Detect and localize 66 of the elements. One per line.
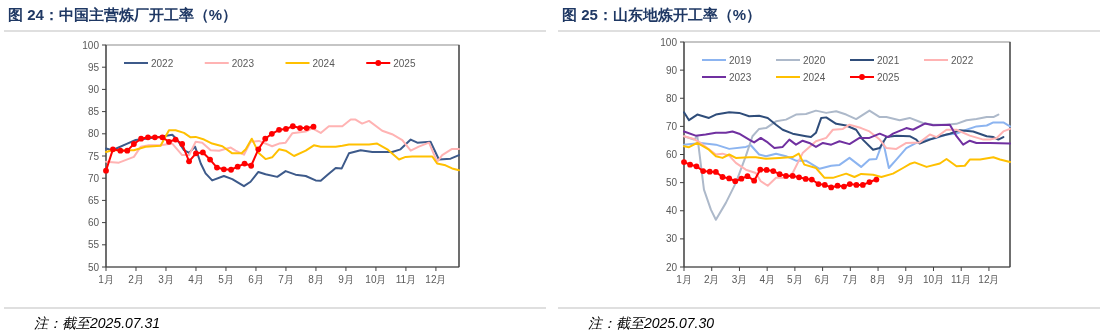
- legend-label: 2024: [312, 57, 336, 69]
- legend-label: 2023: [231, 57, 255, 69]
- x-tick-label: 11月: [395, 274, 417, 285]
- legend-label: 2019: [729, 54, 752, 66]
- x-tick-label: 5月: [218, 274, 234, 285]
- x-tick-label: 12月: [978, 274, 1000, 285]
- y-tick-label: 30: [665, 233, 678, 245]
- x-tick-label: 11月: [951, 274, 972, 285]
- x-tick-label: 10月: [365, 274, 387, 285]
- line-series: [683, 122, 1011, 150]
- x-tick-label: 5月: [787, 274, 803, 285]
- x-tick-label: 12月: [425, 274, 447, 285]
- x-tick-label: 3月: [158, 274, 174, 285]
- x-tick-label: 7月: [842, 274, 859, 285]
- chart-title: 图 24：中国主营炼厂开工率（%）: [8, 6, 238, 23]
- line-series: [105, 118, 460, 164]
- x-tick-label: 2月: [128, 274, 144, 285]
- x-tick-label: 9月: [338, 274, 354, 285]
- line-series: [683, 121, 1011, 170]
- y-tick-label: 50: [87, 261, 100, 273]
- x-tick-label: 10月: [922, 274, 945, 285]
- legend-label: 2023: [729, 71, 752, 83]
- x-tick-label: 6月: [814, 274, 831, 285]
- legend-label: 2021: [877, 54, 900, 66]
- x-tick-label: 1月: [98, 274, 114, 285]
- y-tick-label: 60: [665, 149, 678, 160]
- text: 注：截至2025.07.30: [588, 315, 715, 331]
- x-tick-label: 3月: [731, 274, 748, 285]
- y-tick-label: 80: [665, 92, 678, 104]
- y-tick-label: 100: [82, 39, 100, 51]
- x-tick-label: 6月: [248, 274, 264, 285]
- x-tick-label: 8月: [308, 274, 324, 285]
- legend-label: 2022: [151, 57, 174, 69]
- legend-label: 2025: [877, 71, 900, 83]
- line-series: [105, 129, 460, 172]
- line-series: [105, 133, 460, 188]
- line-series: [683, 111, 1005, 151]
- y-tick-label: 85: [87, 106, 100, 118]
- line-series: [683, 123, 1011, 187]
- x-tick-label: 9月: [897, 274, 914, 285]
- y-tick-label: 90: [665, 64, 678, 76]
- x-tick-label: 8月: [870, 274, 886, 285]
- x-tick-label: 7月: [278, 274, 294, 285]
- x-tick-label: 2月: [703, 274, 720, 285]
- legend-label: 2024: [803, 71, 826, 83]
- x-tick-label: 1月: [676, 274, 692, 285]
- x-tick-label: 4月: [759, 274, 775, 285]
- legend-label: 2022: [951, 54, 974, 66]
- y-tick-label: 95: [87, 61, 100, 73]
- y-tick-label: 20: [665, 261, 678, 273]
- text: 注：截至2025.07.31: [34, 315, 161, 331]
- legend-label: 2025: [393, 57, 416, 69]
- y-tick-label: 80: [87, 128, 100, 140]
- y-tick-label: 60: [87, 217, 100, 229]
- y-tick-label: 100: [660, 36, 678, 48]
- x-tick-label: 4月: [188, 274, 204, 285]
- chart-title: 图 25：山东地炼开工率（%）: [562, 6, 762, 23]
- y-tick-label: 70: [665, 120, 678, 132]
- legend-label: 2020: [803, 54, 826, 66]
- y-tick-label: 50: [665, 177, 678, 189]
- y-tick-label: 40: [665, 205, 678, 217]
- y-tick-label: 65: [87, 194, 100, 206]
- y-tick-label: 75: [87, 150, 100, 162]
- y-tick-label: 55: [87, 239, 100, 251]
- y-tick-label: 70: [87, 172, 100, 184]
- y-tick-label: 90: [87, 83, 100, 95]
